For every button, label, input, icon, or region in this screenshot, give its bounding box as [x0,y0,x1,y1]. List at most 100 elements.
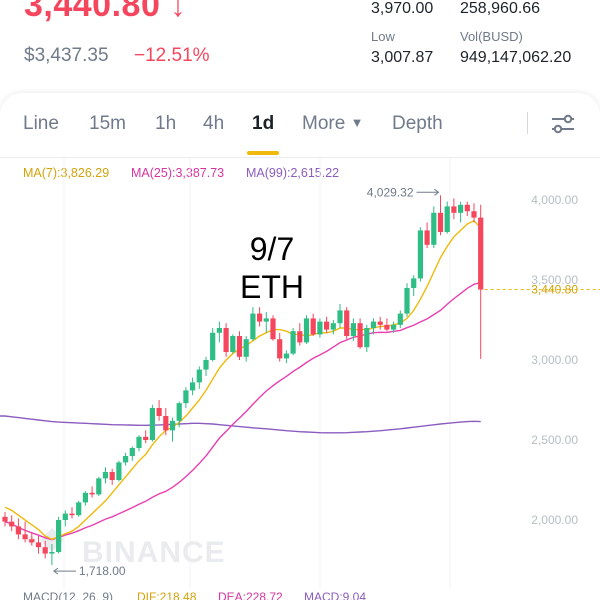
candle-body [82,492,88,503]
candle-body [149,408,155,440]
last-price-tag: 3,440.80 [531,282,578,296]
candle-body [303,318,310,343]
candle-body [417,230,423,279]
vol-eth-value: 258,960.66 [460,0,541,17]
candle-body [464,204,470,212]
candle-body [330,323,336,330]
change-percent: −12.51% [134,45,210,66]
candle-body [364,328,370,348]
candle-body [283,353,289,359]
low-value: 3,007.87 [371,49,434,66]
candle-body [324,321,330,330]
overlay-symbol: ETH [240,269,304,305]
active-tab-indicator [247,151,279,155]
tab-line[interactable]: Line [23,113,59,134]
y-tick-label: 2,000.00 [531,513,578,527]
ma99-line [0,415,481,434]
candle-body [270,318,276,340]
usd-price: $3,437.35 [24,45,109,66]
candle-body [370,321,377,328]
price-down-arrow-icon: ↓ [170,0,186,23]
candle-body [196,369,202,383]
candle-body [384,324,390,330]
candle-body [344,310,350,336]
tab-1h[interactable]: 1h [155,113,177,134]
tab-depth[interactable]: Depth [392,113,443,134]
candle-body [109,472,115,480]
ma25-indicator: MA(25):3,387.73 [131,166,225,180]
macd-value: MACD:9.04 [304,590,367,600]
last-price: 3,440.80 ↓ [24,0,186,25]
candle-body [210,332,216,360]
tab-more[interactable]: More ▼ [302,113,363,135]
watermark-text: BINANCE [82,536,226,569]
candle-body [431,212,437,245]
y-tick-label: 4,000.00 [531,193,578,207]
candle-body [290,331,296,354]
candle-body [56,520,62,552]
chart-panel [0,93,600,600]
candle-body [129,448,135,456]
tab-15m[interactable]: 15m [89,113,126,134]
low-label: Low [371,29,395,44]
candle-body [458,204,464,213]
candle-body [243,339,249,357]
y-tick-label: 3,500.00 [531,273,578,287]
tab-4h[interactable]: 4h [203,113,225,134]
max-price-label: 4,029.32 [367,185,414,199]
interval-tabs: Line 15m 1h 4h 1d More ▼ Depth [0,100,600,156]
candle-body [478,217,484,290]
y-tick-label: 2,500.00 [531,433,578,447]
candle-body [89,492,95,495]
candle-body [9,521,15,527]
candle-body [183,390,189,404]
candle-body [230,336,236,352]
candle-body [444,206,450,232]
overlay-annotation: 9/7 ETH [234,230,310,306]
candle-body [102,472,109,479]
candle-body [236,336,243,357]
tabs-divider [0,157,600,158]
candle-body [391,324,397,330]
candle-body [471,211,477,218]
candle-body [297,331,303,343]
overlay-date: 9/7 [249,231,295,267]
high-value: 3,970.00 [371,0,434,17]
candle-body [96,478,102,495]
candle-body [216,328,222,333]
candle-body [2,516,8,522]
candle-body [411,278,417,288]
candle-body [156,408,162,416]
macd-dea: DEA:228.72 [218,590,283,600]
ma7-indicator: MA(7):3,826.29 [23,166,110,180]
candle-body [223,328,229,352]
candle-body [29,539,35,543]
y-tick-label: 3,000.00 [531,353,578,367]
candle-body [437,212,444,232]
candle-body [277,339,283,359]
max-arrow-icon [434,188,440,196]
ma25-line [4,281,481,541]
candle-body [62,513,68,520]
candle-body [310,318,316,335]
candlestick-chart[interactable]: BINANCE 4,000.00 3,500.00 3,000.00 2,500.00 2… [0,158,600,590]
tabs-separator [527,112,528,134]
candle-body [143,436,149,440]
candle-body [116,462,122,480]
candle-body [22,534,28,540]
candle-body [350,323,356,336]
tab-1d[interactable]: 1d [252,113,275,134]
candle-body [190,382,196,391]
chart-settings-button[interactable] [546,110,580,138]
candle-body [42,547,48,554]
candle-body [163,416,169,431]
candle-body [203,360,209,370]
candle-body [35,542,42,548]
candle-body [397,313,403,325]
macd-label: MACD(12, 26, 9) [23,590,114,600]
vol-busd-value: 949,147,062.20 [460,49,572,66]
candle-body [337,310,343,324]
candle-body [317,321,323,335]
candle-body [451,206,457,213]
ma99-indicator: MA(99):2,615.22 [246,166,340,180]
